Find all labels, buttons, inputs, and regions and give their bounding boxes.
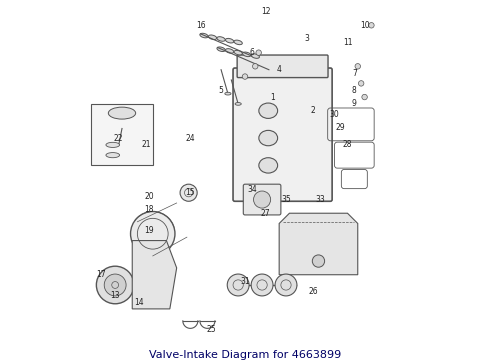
Text: 1: 1 [270,93,275,102]
Ellipse shape [259,103,278,118]
Ellipse shape [225,49,234,53]
Ellipse shape [217,47,225,51]
Text: 21: 21 [141,140,150,149]
Ellipse shape [108,107,136,119]
Circle shape [97,266,134,304]
Text: 30: 30 [329,110,339,119]
Circle shape [130,212,175,256]
Text: 9: 9 [352,99,357,108]
Ellipse shape [243,52,251,57]
Text: 24: 24 [186,134,195,143]
Circle shape [180,184,197,201]
Ellipse shape [225,39,234,43]
Text: 25: 25 [206,325,216,334]
Ellipse shape [235,103,241,105]
Text: 34: 34 [247,185,257,194]
Text: 5: 5 [219,86,223,95]
Ellipse shape [251,54,259,58]
Text: 8: 8 [352,86,357,95]
Polygon shape [279,213,358,275]
Text: 16: 16 [196,21,205,30]
Text: 4: 4 [277,65,282,74]
Text: 28: 28 [343,140,352,149]
Text: 3: 3 [304,35,309,44]
Text: 15: 15 [186,188,195,197]
Circle shape [312,255,324,267]
Text: 19: 19 [145,226,154,235]
Text: 2: 2 [311,106,316,115]
Ellipse shape [208,35,217,40]
Polygon shape [132,240,177,309]
FancyBboxPatch shape [91,104,153,165]
Text: 20: 20 [145,192,154,201]
Text: 31: 31 [240,277,250,286]
Text: 10: 10 [360,21,369,30]
Ellipse shape [259,158,278,173]
Text: 27: 27 [261,209,270,218]
Circle shape [251,274,273,296]
Circle shape [253,191,270,208]
Text: 22: 22 [114,134,123,143]
Text: 33: 33 [315,195,325,204]
Text: 12: 12 [261,7,270,16]
Ellipse shape [200,33,208,38]
Text: 26: 26 [309,287,318,296]
Ellipse shape [234,50,243,55]
Ellipse shape [259,130,278,146]
Text: 11: 11 [343,38,352,47]
FancyBboxPatch shape [233,68,332,201]
Circle shape [227,274,249,296]
Ellipse shape [225,92,231,95]
Text: 6: 6 [249,48,254,57]
Text: 7: 7 [352,69,357,78]
Ellipse shape [234,40,243,45]
Circle shape [242,74,248,79]
Text: 35: 35 [281,195,291,204]
Ellipse shape [106,153,120,158]
Circle shape [355,64,361,69]
Text: 29: 29 [336,123,345,132]
Ellipse shape [106,142,120,148]
Circle shape [359,81,364,86]
Circle shape [275,274,297,296]
Circle shape [256,50,261,55]
Circle shape [252,64,258,69]
Text: Valve-Intake Diagram for 4663899: Valve-Intake Diagram for 4663899 [149,350,341,360]
Circle shape [368,23,374,28]
Text: 14: 14 [134,298,144,307]
Text: 17: 17 [97,270,106,279]
FancyBboxPatch shape [244,184,281,215]
Text: 18: 18 [145,205,154,214]
Circle shape [362,94,368,100]
Circle shape [104,274,126,296]
FancyBboxPatch shape [237,55,328,78]
Ellipse shape [217,37,225,41]
Text: 13: 13 [110,291,120,300]
